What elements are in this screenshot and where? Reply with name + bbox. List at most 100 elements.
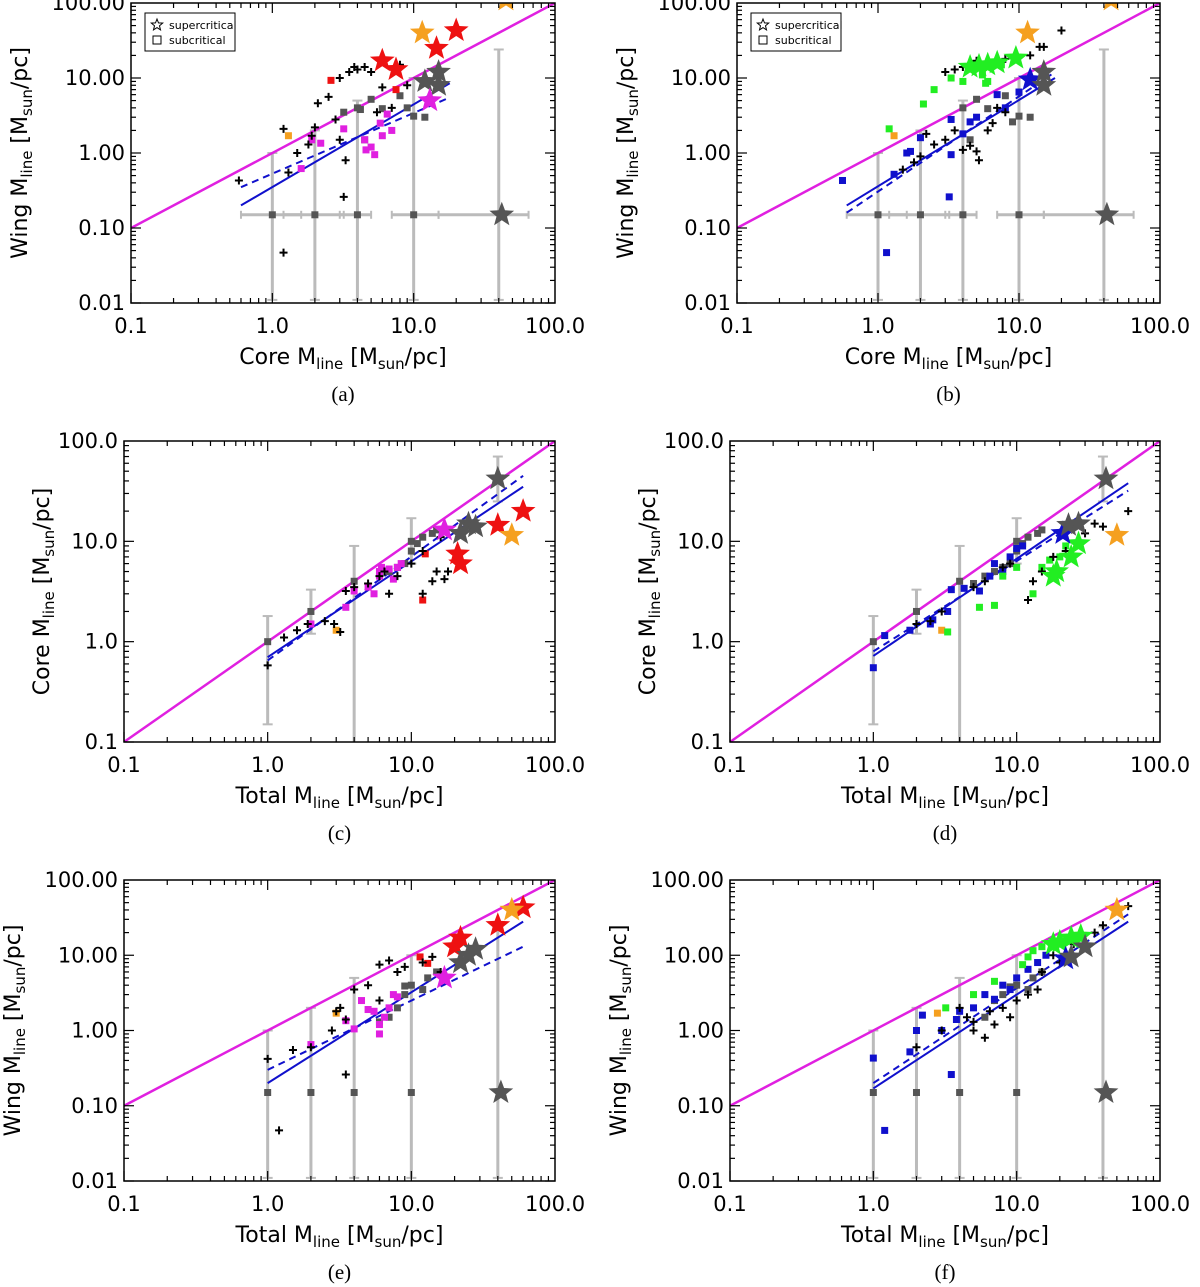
legend-subcritical-label: subcritical xyxy=(169,34,226,47)
plus-point xyxy=(393,572,402,581)
supercritical-star-darkgray xyxy=(1094,201,1120,226)
subcritical-point-green xyxy=(1013,563,1021,571)
y-axis-label: Core Mline [Msun/pc] xyxy=(30,488,58,695)
x-tick-label: 0.1 xyxy=(713,753,746,777)
subcritical-point-gray xyxy=(268,211,276,219)
y-axis-label: Core Mline [Msun/pc] xyxy=(636,488,664,695)
plus-point xyxy=(364,579,373,588)
panel-a: 0.1 1.0 10.0 100.0 0.01 0.10 1.00 10.00 100.00 Co… xyxy=(8,0,585,406)
plus-point xyxy=(307,131,316,140)
supercritical-star-darkgray xyxy=(426,72,451,96)
plus-point xyxy=(1098,522,1107,531)
subcritical-point-gray xyxy=(981,572,989,580)
axis-ticks xyxy=(123,880,555,1182)
supercritical-star-darkgray xyxy=(1093,1079,1119,1103)
subcritical-point-gray xyxy=(264,638,272,646)
subcritical-point-blue xyxy=(986,572,994,580)
supercritical-star-green xyxy=(1068,923,1094,947)
subcritical-point-magenta xyxy=(378,563,386,571)
y-tick-label: 10.00 xyxy=(65,66,125,90)
x-tick-label: 100.0 xyxy=(525,1192,585,1216)
plus-point xyxy=(335,74,344,82)
plus-point xyxy=(1124,507,1133,516)
plus-point xyxy=(339,192,348,201)
plus-point xyxy=(292,626,301,635)
plus-point xyxy=(428,952,437,961)
supercritical-star-orange xyxy=(1104,522,1130,546)
supercritical-star-darkgray xyxy=(489,201,515,226)
plus-point xyxy=(983,126,992,135)
plus-point xyxy=(955,1003,964,1012)
plus-point xyxy=(1033,985,1042,994)
supercritical-star-magenta xyxy=(432,964,457,989)
subcritical-point-gray xyxy=(307,607,315,615)
panel-caption: (b) xyxy=(936,382,961,406)
subcritical-point-green xyxy=(1019,961,1027,969)
legend: supercritical subcritical xyxy=(144,12,237,52)
subcritical-point-green xyxy=(944,628,952,636)
legend-box xyxy=(144,12,236,52)
subcritical-point-gray xyxy=(307,1088,315,1096)
x-tick-label: 0.1 xyxy=(107,1192,140,1216)
plus-point xyxy=(980,1033,989,1042)
subcritical-point-magenta xyxy=(358,997,366,1005)
plus-point xyxy=(985,1007,994,1016)
legend-star-icon xyxy=(756,17,770,32)
subcritical-point-green xyxy=(975,603,983,611)
supercritical-star-darkgray xyxy=(448,520,473,544)
y-tick-label: 1.00 xyxy=(677,1019,724,1043)
supercritical-star-red xyxy=(443,17,469,41)
supercritical-star-red xyxy=(383,56,409,80)
plus-point xyxy=(1098,921,1107,930)
subcritical-point-red xyxy=(421,550,429,558)
subcritical-point-gray xyxy=(401,560,409,568)
x-tick-label: 100.0 xyxy=(1130,753,1190,777)
y-axis-label: Wing Mline [Msun/pc] xyxy=(607,925,635,1137)
subcritical-point-blue xyxy=(929,616,937,624)
y-tick-label: 0.01 xyxy=(71,1169,118,1193)
subcritical-point-gray xyxy=(433,526,441,534)
subcritical-point-blue xyxy=(869,1054,877,1062)
plus-point xyxy=(280,633,289,642)
subcritical-point-gray xyxy=(1015,112,1023,120)
subcritical-point-green xyxy=(1024,953,1032,961)
subcritical-point-gray xyxy=(959,211,967,219)
y-tick-label: 100.0 xyxy=(58,429,118,453)
subcritical-point-red xyxy=(416,953,424,961)
subcritical-point-orange xyxy=(938,626,946,634)
subcritical-point-blue xyxy=(947,586,955,594)
fit-solid-line xyxy=(240,82,451,207)
subcritical-point-magenta xyxy=(308,136,316,144)
supercritical-star-darkgray xyxy=(1031,59,1057,83)
subcritical-point-gray xyxy=(264,1088,272,1096)
y-tick-label: 10.0 xyxy=(677,529,724,553)
y-tick-label: 100.00 xyxy=(52,0,125,15)
subcritical-point-blue xyxy=(947,1071,955,1079)
y-tick-label: 1.00 xyxy=(684,141,731,165)
plus-point xyxy=(341,1015,350,1024)
subcritical-point-magenta xyxy=(342,603,350,611)
plus-point xyxy=(1039,42,1048,51)
supercritical-star-orange xyxy=(1103,3,1119,11)
subcritical-point-blue xyxy=(1024,965,1032,973)
plot-frame xyxy=(729,440,1161,743)
plus-point xyxy=(341,586,350,595)
plus-point xyxy=(1012,996,1021,1005)
y-axis-label: Wing Mline [Msun/pc] xyxy=(1,925,29,1137)
subcritical-point-magenta xyxy=(393,993,401,1001)
plus-point xyxy=(375,996,384,1005)
subcritical-point-gray xyxy=(311,211,319,219)
plus-point xyxy=(345,68,354,77)
plus-point xyxy=(912,619,921,628)
y-tick-label: 1.00 xyxy=(78,141,125,165)
x-axis-label: Core Mline [Msun/pc] xyxy=(845,345,1052,373)
x-tick-label: 1.0 xyxy=(251,1192,284,1216)
legend: supercritical subcritical xyxy=(750,12,843,52)
plus-point xyxy=(378,83,387,92)
plus-point xyxy=(916,152,925,161)
y-tick-label: 0.10 xyxy=(78,216,125,240)
subcritical-point-gray xyxy=(378,105,386,113)
axis-ticks xyxy=(130,3,555,304)
subcritical-point-gray xyxy=(1013,1088,1021,1096)
subcritical-point-magenta xyxy=(297,165,305,173)
